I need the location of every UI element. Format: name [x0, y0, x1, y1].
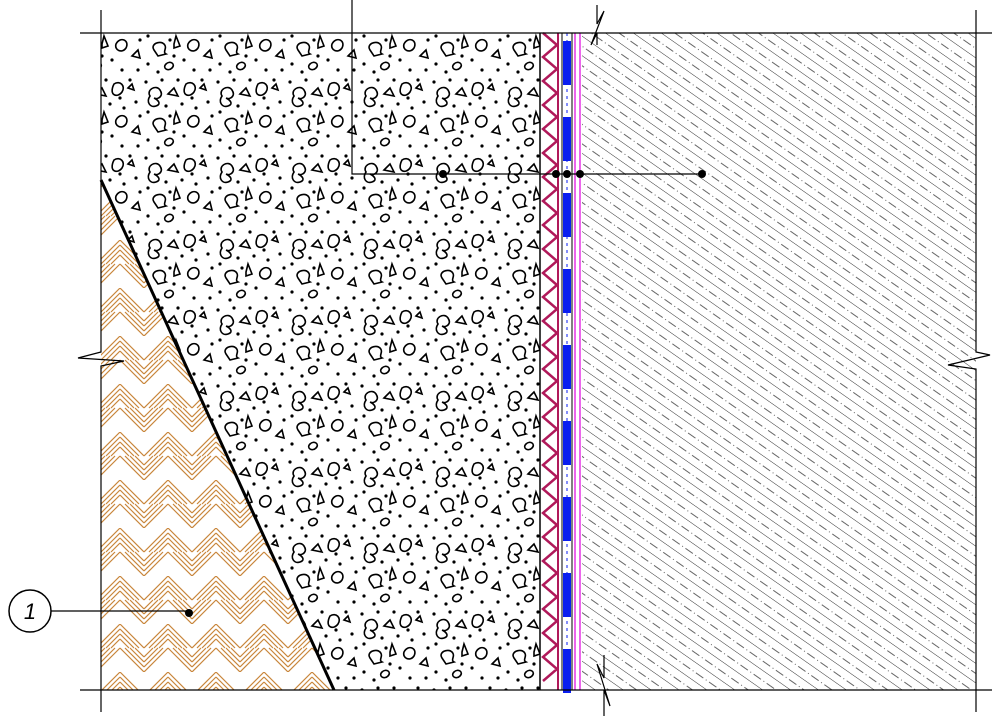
- drainage-membrane: [539, 32, 559, 690]
- excavation-slope-line: [99, 179, 336, 691]
- leader-lines: [351, 0, 702, 175]
- insulation-block: [563, 269, 571, 313]
- callout-1-label: 1: [24, 599, 36, 624]
- insulation-block: [563, 345, 571, 389]
- insulation-block: [563, 421, 571, 465]
- film-layer: [574, 33, 581, 690]
- concrete-wall-region: [582, 33, 976, 690]
- leader-dots: [439, 170, 706, 178]
- gravel-fill-region: [101, 33, 540, 690]
- insulation-layer: [561, 32, 573, 693]
- frame-lines: [77, 5, 992, 716]
- callout-1: 1: [8, 589, 193, 633]
